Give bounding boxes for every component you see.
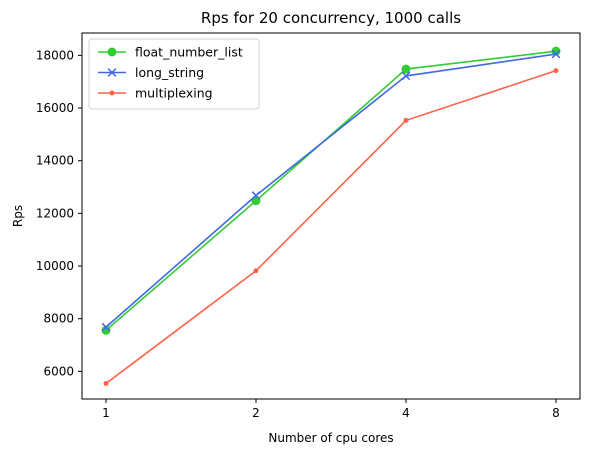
axes-frame (81, 32, 581, 400)
x-axis: 1 2 4 8 (102, 399, 560, 420)
data-point (551, 46, 561, 56)
legend-marker (109, 90, 115, 96)
plot-area (101, 46, 561, 386)
y-tick-label: 10000 (36, 259, 74, 273)
legend-item: float_number_list (98, 45, 243, 60)
y-tick-label: 12000 (36, 206, 74, 220)
data-point (103, 380, 109, 386)
chart-title: Rps for 20 concurrency, 1000 calls (201, 9, 461, 27)
y-tick-label: 16000 (36, 101, 74, 115)
data-point (551, 49, 561, 59)
series-line (105, 69, 557, 385)
y-axis: 6000 8000 10000 12000 14000 16000 18000 (36, 48, 82, 378)
legend-marker (107, 47, 117, 57)
legend-box (88, 38, 260, 110)
legend-item: long_string (98, 65, 204, 80)
x-tick-label: 4 (402, 406, 410, 420)
series-long_string (101, 49, 561, 332)
series-line (105, 53, 557, 328)
data-point (401, 71, 411, 81)
data-point (101, 325, 111, 335)
legend-item: multiplexing (98, 86, 213, 101)
legend: float_number_list long_string multiplexing (88, 38, 260, 110)
legend-marker (107, 68, 117, 77)
series-multiplexing (103, 68, 559, 386)
x-tick-label: 1 (102, 406, 110, 420)
data-point (101, 322, 111, 332)
x-axis-label: Number of cpu cores (268, 431, 393, 445)
data-point (253, 268, 259, 274)
y-tick-label: 14000 (36, 154, 74, 168)
y-tick-label: 8000 (43, 312, 74, 326)
legend-label: multiplexing (135, 86, 213, 101)
data-point (403, 117, 409, 123)
legend-label: long_string (135, 65, 204, 80)
y-axis-label: Rps (11, 205, 25, 227)
y-tick-label: 6000 (43, 364, 74, 378)
x-tick-label: 8 (552, 406, 560, 420)
data-point (401, 64, 411, 74)
legend-label: float_number_list (135, 45, 243, 60)
y-tick-label: 18000 (36, 48, 74, 62)
data-point (251, 191, 261, 200)
data-point (553, 68, 559, 74)
x-tick-label: 2 (252, 406, 260, 420)
